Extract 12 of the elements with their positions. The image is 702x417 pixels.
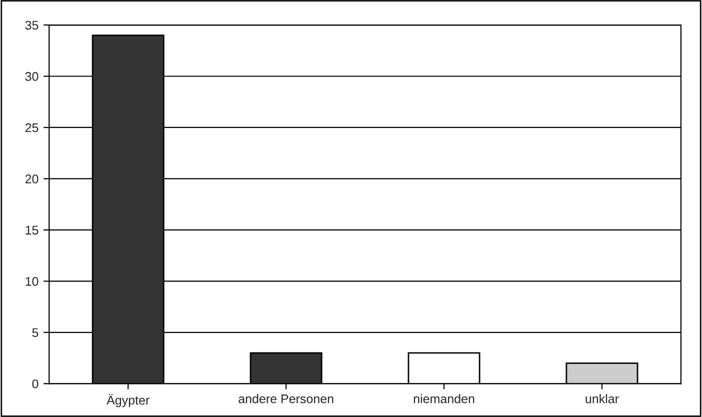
x-tick-label: Ägypter: [106, 394, 150, 408]
y-tick-label: 20: [25, 174, 38, 184]
y-tick-label: 15: [26, 226, 38, 235]
y-tick-label: 0: [32, 379, 38, 388]
x-tick-label: unklar: [586, 394, 619, 404]
y-tick-label: 5: [32, 328, 38, 338]
y-tick-label: 35: [25, 20, 38, 30]
x-tick-label: andere Personen: [238, 394, 334, 404]
y-tick-label: 10: [26, 276, 38, 286]
x-tick-label: niemanden: [414, 394, 474, 404]
y-tick-label: 30: [25, 72, 38, 81]
y-tick-label: 25: [25, 123, 38, 132]
